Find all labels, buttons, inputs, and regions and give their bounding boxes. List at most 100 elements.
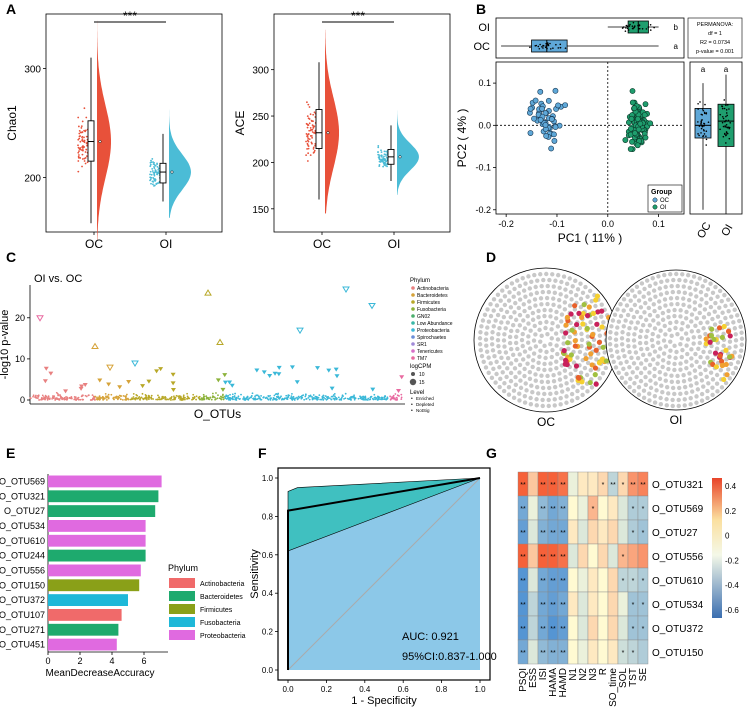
- network-node: [656, 354, 661, 359]
- data-point: [81, 158, 84, 160]
- data-point: [381, 160, 384, 163]
- network-node: [552, 290, 558, 296]
- otu-point: [251, 392, 254, 395]
- otu-point: [222, 398, 225, 401]
- heat-cell: [617, 519, 629, 545]
- data-point: [383, 150, 386, 153]
- network-node: [542, 361, 547, 367]
- network-node: [609, 353, 615, 359]
- bar-O_OTU321: [48, 490, 159, 503]
- legend-level-title: Level: [410, 390, 424, 396]
- network-module-node: [719, 362, 725, 369]
- right-point: [725, 119, 727, 122]
- network-node: [667, 327, 672, 333]
- network-node: [678, 391, 683, 397]
- heat-row-label: O_OTU569: [652, 504, 704, 515]
- network-node: [696, 346, 701, 351]
- network-node: [588, 367, 593, 373]
- network-node: [652, 373, 657, 379]
- network-node: [548, 314, 553, 319]
- network-node: [583, 352, 588, 357]
- network-node: [680, 347, 685, 353]
- network-node: [561, 335, 566, 340]
- network-node: [684, 359, 689, 364]
- otu-point: [40, 398, 43, 401]
- data-point: [380, 151, 383, 154]
- data-point: [383, 164, 386, 167]
- data-point: [378, 165, 381, 168]
- heat-cell: [577, 591, 589, 617]
- legend-phylum-swatch: [411, 349, 415, 353]
- network-node: [653, 281, 658, 286]
- network-node: [562, 300, 568, 305]
- legend-size-label: 15: [419, 380, 425, 386]
- network-node: [538, 320, 543, 326]
- otu-marker: [227, 380, 233, 385]
- data-point: [306, 148, 308, 150]
- network-node: [603, 365, 609, 371]
- legend-phylum-swatch: [411, 342, 415, 346]
- otu-point: [205, 396, 208, 399]
- legend-phylum-swatch: [411, 356, 415, 360]
- otu-point: [169, 397, 171, 400]
- network-node: [579, 331, 584, 337]
- x-axis-label: O_OTUs: [194, 407, 241, 421]
- network-node: [506, 298, 512, 303]
- otu-point: [42, 396, 45, 398]
- heat-star: **: [640, 482, 646, 489]
- otu-point: [275, 399, 278, 401]
- legend-phylum-swatch: [411, 286, 415, 290]
- network-node: [500, 370, 505, 375]
- otu-point: [262, 396, 265, 399]
- otu-point: [160, 398, 162, 401]
- data-point: [150, 177, 152, 179]
- network-node: [579, 343, 584, 349]
- otu-point: [272, 397, 275, 400]
- network-node: [573, 367, 578, 373]
- network-node: [688, 395, 693, 401]
- network-node: [715, 389, 720, 394]
- network-node: [705, 320, 710, 325]
- network-node: [485, 325, 490, 330]
- data-point: [77, 125, 80, 128]
- point-oc: [527, 105, 534, 112]
- network-node: [660, 364, 665, 370]
- right-point: [725, 142, 727, 144]
- data-point: [149, 165, 152, 168]
- top-point: [555, 43, 557, 46]
- network-node: [558, 383, 564, 388]
- network-node: [727, 345, 732, 350]
- otu-marker: [146, 379, 152, 384]
- otu-point: [351, 395, 354, 398]
- data-point: [309, 113, 312, 116]
- otu-point: [77, 398, 80, 401]
- data-point: [306, 160, 309, 162]
- network-node: [628, 298, 633, 303]
- otu-point: [380, 398, 383, 401]
- network-node: [613, 365, 619, 370]
- otu-marker: [97, 378, 103, 383]
- network-node: [573, 293, 579, 298]
- otu-point: [212, 395, 215, 398]
- network-node: [666, 314, 671, 320]
- network-node: [517, 362, 523, 368]
- data-point: [309, 154, 312, 157]
- heat-cell: [607, 567, 619, 593]
- network-node: [681, 296, 686, 301]
- network-node: [697, 310, 702, 316]
- network-node: [557, 377, 563, 382]
- data-point: [152, 171, 155, 174]
- data-point: [84, 129, 87, 132]
- heat-row-label: O_OTU27: [652, 528, 698, 539]
- network-node: [635, 355, 641, 361]
- otu-point: [165, 398, 168, 401]
- right-point: [697, 121, 699, 123]
- network-node: [662, 323, 667, 329]
- network-node: [501, 314, 507, 320]
- network-node: [735, 313, 740, 318]
- otu-point: [170, 395, 173, 398]
- network-node: [664, 403, 669, 408]
- network-module-node: [713, 364, 720, 370]
- heat-cell: [527, 495, 539, 521]
- network-node: [522, 308, 527, 314]
